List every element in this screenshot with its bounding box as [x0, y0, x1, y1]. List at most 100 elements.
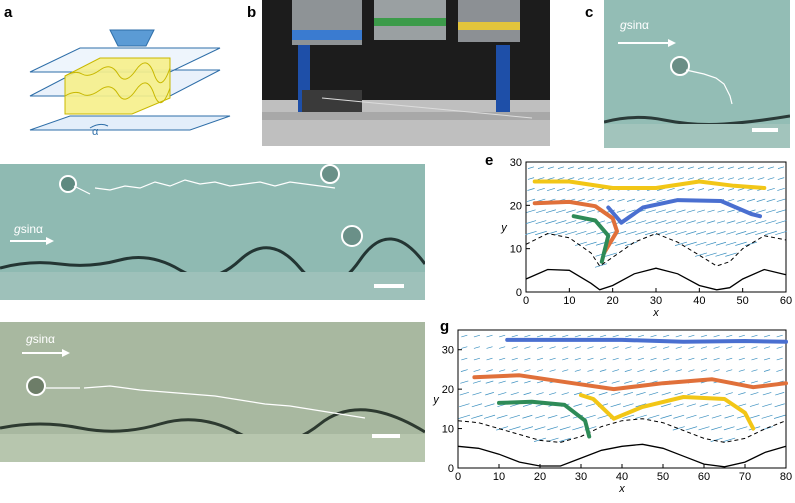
flow-arrow — [537, 166, 545, 169]
flow-arrow — [458, 414, 471, 419]
flow-arrow — [510, 392, 519, 396]
flow-arrow — [575, 231, 587, 235]
flow-arrow — [749, 414, 760, 419]
flow-arrow — [617, 166, 625, 169]
flow-arrow — [675, 346, 682, 349]
flow-arrow — [536, 369, 544, 372]
flow-arrow — [611, 380, 620, 384]
flow-arrow — [637, 166, 645, 169]
flow-arrow — [499, 334, 506, 338]
flow-arrow — [546, 187, 556, 191]
flow-arrow — [674, 392, 684, 396]
flow-arrow — [459, 391, 469, 396]
flow-arrow — [727, 166, 735, 169]
flow-arrow — [656, 209, 666, 214]
flow-arrow — [534, 426, 546, 431]
flow-arrow — [557, 166, 565, 169]
flow-arrow — [774, 403, 785, 408]
flow-arrow — [777, 177, 785, 180]
flow-arrow — [647, 414, 660, 419]
flow-arrow — [560, 414, 571, 419]
flow-arrow — [706, 231, 716, 235]
flow-arrow — [562, 357, 569, 361]
flow-arrow — [524, 346, 531, 349]
flow-arrow — [749, 403, 760, 407]
flow-arrow — [573, 403, 583, 407]
gravity-arrow-c — [618, 39, 676, 47]
flow-arrow — [496, 414, 508, 419]
flow-arrow — [555, 220, 567, 225]
flow-arrow — [766, 198, 776, 202]
flow-arrow — [766, 209, 776, 214]
trajectory-series-0 — [505, 337, 788, 344]
flow-arrow — [677, 166, 685, 169]
flow-arrow — [650, 369, 658, 372]
flow-arrow — [724, 414, 735, 419]
flow-arrow — [511, 380, 519, 384]
x-axis-label: x — [652, 307, 659, 319]
flow-arrow — [738, 346, 745, 349]
flow-arrow — [747, 177, 755, 180]
flow-arrow — [646, 198, 656, 202]
flow-arrow — [776, 209, 786, 213]
flow-arrow — [627, 177, 635, 180]
flow-arrow — [717, 209, 725, 213]
flow-arrow — [736, 426, 748, 431]
flow-arrow — [763, 346, 771, 349]
flow-arrow — [737, 166, 745, 169]
flow-arrow — [536, 392, 544, 396]
flow-arrow — [685, 426, 698, 431]
flow-arrow — [612, 334, 619, 338]
flow-arrow — [707, 209, 715, 213]
scale-bar-c — [752, 128, 778, 132]
y-axis-label: y — [432, 394, 440, 406]
flow-arrow — [624, 241, 638, 246]
flow-arrow — [535, 220, 547, 225]
flow-arrow — [667, 166, 675, 169]
flow-arrow — [547, 414, 558, 419]
flow-arrow — [737, 403, 747, 407]
flow-arrow — [657, 177, 665, 180]
flow-arrow — [698, 426, 710, 431]
flow-arrow — [723, 437, 736, 442]
flow-arrow — [577, 198, 585, 202]
flow-arrow — [576, 209, 586, 213]
panel-d-micrograph: gsinα — [0, 164, 425, 300]
flow-arrow — [715, 241, 727, 246]
flow-arrow — [607, 166, 615, 169]
micrograph-c-image — [604, 0, 790, 148]
flow-arrow — [587, 198, 595, 202]
trajectory-series-2 — [579, 393, 756, 431]
flow-arrow — [508, 426, 521, 431]
flow-arrow — [537, 187, 545, 191]
flow-arrow — [612, 357, 619, 361]
flow-arrow — [473, 334, 481, 338]
x-axis-label: x — [618, 483, 625, 495]
flow-arrow — [737, 177, 745, 180]
flow-arrow — [535, 414, 545, 419]
flow-arrow — [757, 177, 765, 180]
flow-arrow — [577, 177, 585, 180]
flow-arrow — [763, 369, 771, 372]
flow-arrow — [511, 346, 518, 349]
flow-arrow — [685, 231, 697, 235]
objective-label: obj — [124, 14, 140, 26]
flow-arrow — [736, 220, 746, 224]
flow-arrow — [700, 369, 708, 372]
flow-arrow — [662, 369, 670, 372]
flow-arrow — [697, 188, 705, 191]
flow-arrow — [485, 392, 494, 396]
flow-arrow — [599, 334, 607, 338]
flow-arrow — [648, 391, 659, 396]
flow-arrow — [499, 369, 506, 372]
flow-arrow — [697, 177, 705, 180]
x-tick-label: 50 — [657, 471, 669, 483]
flow-arrow — [695, 231, 707, 235]
flow-arrow — [599, 380, 607, 384]
flow-arrow — [636, 391, 646, 396]
flow-arrow — [599, 357, 607, 361]
flow-arrow — [511, 369, 518, 372]
flow-arrow — [775, 392, 785, 396]
flow-arrow — [726, 334, 733, 338]
flow-arrow — [471, 403, 483, 408]
